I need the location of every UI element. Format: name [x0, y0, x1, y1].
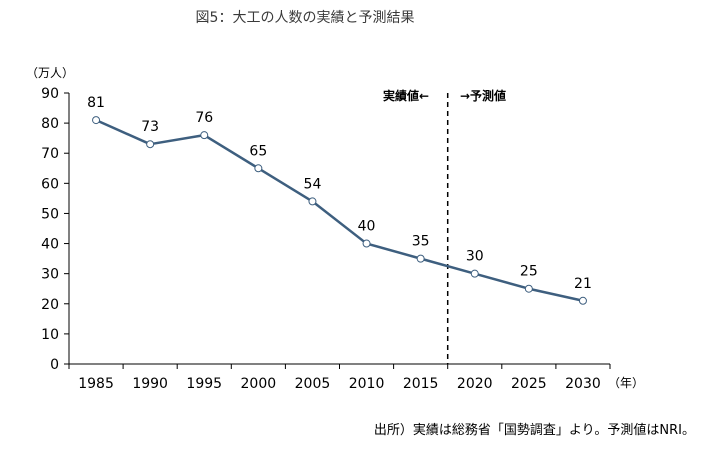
- data-label: 30: [466, 249, 484, 265]
- data-label: 65: [249, 143, 267, 159]
- x-tick-label: 1985: [78, 376, 114, 392]
- data-point: [578, 296, 587, 305]
- x-tick-label: 2010: [349, 376, 385, 392]
- y-tick-label: 20: [41, 297, 59, 313]
- x-tick-label: 2030: [565, 376, 601, 392]
- y-tick-label: 0: [50, 357, 59, 373]
- x-axis: 1985 1990 1995 2000 2005 2010 2015 2020 2025 2030: [68, 363, 611, 392]
- y-tick-label: 70: [41, 146, 59, 162]
- data-label: 54: [304, 176, 322, 192]
- y-axis: 0 10 20 30 40 50 60 70 80 90: [41, 86, 70, 373]
- y-tick-label: 10: [41, 327, 59, 343]
- source-note: 出所）実績は総務省「国勢調査」より。予測値はNRI。: [374, 422, 695, 438]
- data-point: [524, 284, 533, 293]
- data-label: 81: [87, 95, 105, 111]
- chart-title: 図5：大工の人数の実績と予測結果: [196, 10, 415, 26]
- x-tick-label: 2020: [457, 376, 493, 392]
- y-tick-label: 90: [41, 86, 59, 102]
- data-point: [254, 164, 263, 173]
- y-tick-label: 40: [41, 237, 59, 253]
- y-tick-label: 60: [41, 176, 59, 192]
- data-point: [308, 197, 317, 206]
- y-tick-label: 80: [41, 116, 59, 132]
- x-tick-label: 2005: [295, 376, 331, 392]
- x-tick-label: 1990: [132, 376, 168, 392]
- data-label: 76: [195, 110, 213, 126]
- x-tick-label: 2015: [403, 376, 439, 392]
- x-tick-label: 1995: [186, 376, 222, 392]
- x-tick-label: 2025: [511, 376, 547, 392]
- actual-values-annotation: 実績値←: [383, 88, 429, 103]
- data-point: [92, 116, 101, 125]
- forecast-values-annotation: →予測値: [460, 88, 506, 103]
- data-label: 21: [574, 276, 592, 292]
- data-point: [362, 239, 371, 248]
- data-points: [92, 116, 587, 305]
- data-label: 73: [141, 119, 159, 135]
- y-tick-label: 50: [41, 206, 59, 222]
- data-label: 40: [358, 219, 376, 235]
- data-label: 25: [520, 264, 538, 280]
- series-line: [95, 118, 584, 302]
- data-point: [200, 131, 209, 140]
- y-tick-label: 30: [41, 267, 59, 283]
- data-point: [470, 269, 479, 278]
- data-point: [146, 140, 155, 149]
- x-axis-unit-label: （年）: [608, 376, 644, 390]
- data-point: [416, 254, 425, 263]
- data-labels: 81 73 76 65 54 40 35 30 25 21: [87, 95, 592, 292]
- y-axis-unit-label: （万人）: [26, 66, 74, 80]
- series-polyline: [95, 118, 584, 302]
- x-tick-label: 2000: [241, 376, 277, 392]
- data-label: 35: [412, 234, 430, 250]
